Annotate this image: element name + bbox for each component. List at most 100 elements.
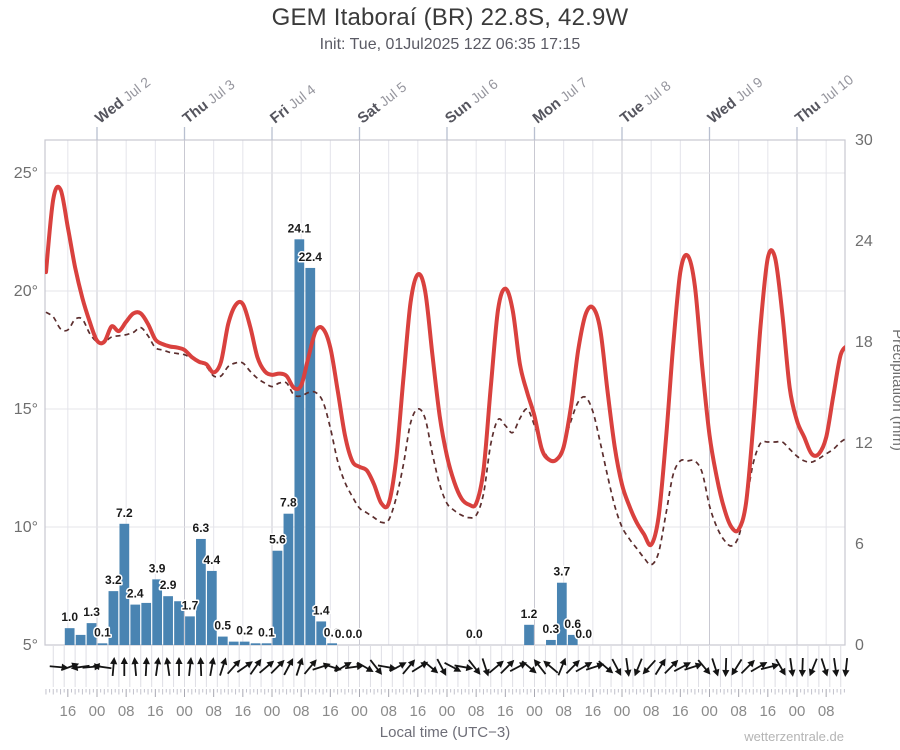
precip-bar [152,579,163,645]
wind-arrow [303,659,317,675]
precip-value-label: 1.2 [521,607,538,621]
precip-bar [305,267,316,645]
precip-tick-label: 30 [855,132,873,149]
hour-label: 08 [205,703,222,720]
wind-arrow [436,658,447,676]
wind-arrow [208,657,216,677]
wind-arrow [642,659,656,675]
hour-label: 08 [380,703,397,720]
wind-arrow [750,662,768,673]
hour-label: 16 [584,703,601,720]
precip-bar [163,596,173,645]
precip-bar [108,591,119,645]
wind-arrow [270,659,285,675]
precip-bar [228,641,239,645]
precip-tick-label: 0 [855,637,864,654]
hour-axis: 16 00 08 16 00 08 16 00 08 16 00 08 16 00 08 16 00 08 16 00… [45,689,845,720]
wind-arrow [236,661,253,673]
wind-arrow [722,657,730,677]
wind-arrow [543,660,559,674]
temperature-line [45,184,845,548]
hour-label: 08 [818,703,835,720]
wind-arrow [760,662,780,671]
wind-arrow [369,659,383,675]
day-label: Mon Jul 7 [529,74,591,127]
precip-bar [185,616,195,645]
precip-value-label: 3.2 [105,573,122,587]
precip-value-label: 1.3 [83,605,100,619]
day-label: Wed Jul 9 [704,74,766,128]
precip-bar [524,624,534,645]
wind-arrow [731,658,743,676]
hour-label: 08 [643,703,660,720]
hour-label: 08 [118,703,135,720]
precip-value-label: 1.4 [313,603,330,617]
wind-arrow [664,659,679,675]
hour-label: 08 [468,703,485,720]
precip-value-label: 0.1 [324,625,341,639]
wind-arrow [249,658,262,675]
chart-title: GEM Itaboraí (BR) 22.8S, 42.9W [271,4,629,31]
hour-label: 00 [701,703,718,720]
wind-arrow [481,658,490,677]
wind-arrow [49,663,69,671]
precip-value-label: 2.9 [160,578,177,592]
hour-label: 00 [614,703,631,720]
hour-label: 16 [322,703,339,720]
precip-tick-label: 24 [855,233,873,250]
precip-value-label: 0.1 [94,625,111,639]
wind-arrow [557,657,567,676]
day-label: Sat Jul 5 [354,78,410,127]
day-label: Tue Jul 8 [617,77,674,127]
precip-bar [130,604,141,645]
precip-value-label: 0.1 [258,625,275,639]
wind-arrow [808,658,818,677]
hour-label: 16 [234,703,251,720]
wind-arrow [697,659,711,675]
precip-bar [119,523,130,645]
precip-tick-label: 6 [855,536,864,553]
wind-arrow [259,660,275,674]
wind-arrow [154,657,162,677]
wind-arrow [633,658,643,677]
wind-arrow [142,657,150,677]
wind-arrow [356,661,374,672]
precip-value-label: 4.4 [203,553,220,567]
hour-label: 00 [89,703,106,720]
precip-bar [250,643,261,645]
precip-value-label: 0.6 [564,617,581,631]
hour-label: 00 [439,703,456,720]
wind-arrow [110,657,118,677]
wind-arrow [740,659,755,675]
hour-label: 16 [409,703,426,720]
day-axis: Wed Jul 2 Thu Jul 3 Fri Jul 4 Sat Jul 5 Sun … [92,71,856,140]
precip-value-label: 0.0 [575,627,592,641]
precip-bar [174,601,184,645]
hour-label: 00 [526,703,543,720]
wind-arrow [219,657,228,676]
temp-axis-labels: 25° 20° 15° 10° 5° [14,165,38,654]
precip-bar [86,623,97,645]
precip-bar [283,513,294,645]
hour-label: 00 [176,703,193,720]
wind-arrow [798,657,806,677]
precip-value-label: 0.0 [466,627,483,641]
precip-bar-labels: 1.0 1.3 0.1 3.2 7.2 2.4 3.9 2.9 1.7 6.3 4.4 0.5 0.2 0… [60,220,594,643]
hour-label: 08 [730,703,747,720]
temp-tick-label: 5° [23,637,38,654]
plot-border [44,139,846,646]
precip-bar [206,570,217,645]
wind-arrow [164,657,172,677]
hour-label: 00 [789,703,806,720]
precip-bar [196,538,206,645]
wind-arrow [283,658,294,676]
wind-arrow [92,663,112,671]
hour-label: 00 [351,703,368,720]
wind-arrow [488,660,504,674]
precip-value-label: 6.3 [193,521,210,535]
wind-arrow [624,657,632,677]
day-label: Fri Jul 4 [267,81,319,127]
hour-label: 16 [759,703,776,720]
